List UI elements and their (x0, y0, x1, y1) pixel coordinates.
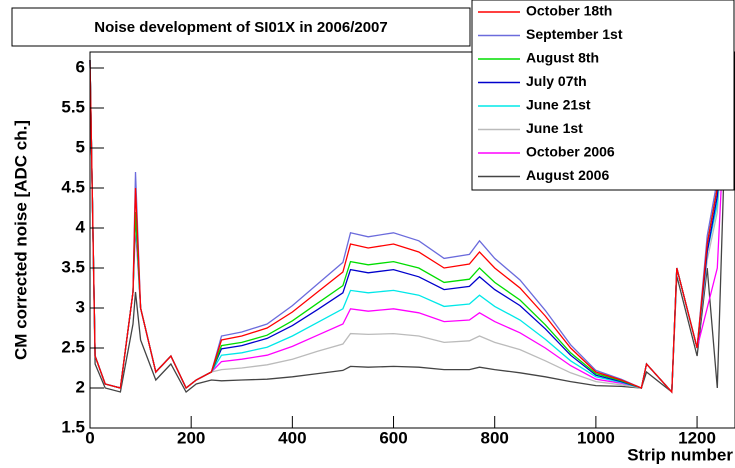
y-tick-label: 2.5 (61, 337, 85, 356)
legend-label: October 2006 (526, 144, 615, 160)
y-tick-label: 2 (76, 377, 85, 396)
legend: October 18th September 1st August 8th July … (471, 0, 735, 191)
legend-label: July 07th (526, 73, 587, 89)
y-tick-label: 3.5 (61, 257, 85, 276)
plot-lines (89, 59, 735, 394)
legend-label: August 8th (526, 50, 599, 66)
y-tick-label: 3 (76, 297, 85, 316)
x-tick-label: 1000 (577, 428, 615, 447)
x-axis-label: Strip number (627, 445, 733, 464)
y-tick-label: 1.5 (61, 417, 85, 436)
x-tick-label: 600 (379, 428, 407, 447)
legend-box (471, 0, 735, 191)
x-tick-label: 0 (85, 428, 94, 447)
x-tick-label: 800 (481, 428, 509, 447)
y-axis-label: CM corrected noise [ADC ch.] (11, 120, 30, 360)
x-tick-label: 400 (278, 428, 306, 447)
x-tick-label: 1200 (678, 428, 716, 447)
series-line (89, 59, 735, 394)
frame (89, 51, 735, 429)
y-tick-label: 5.5 (61, 97, 85, 116)
x-tick-label: 200 (177, 428, 205, 447)
title-box (11, 7, 471, 47)
legend-label: October 18th (526, 3, 612, 19)
y-tick-label: 6 (76, 57, 85, 76)
legend-label: September 1st (526, 26, 623, 42)
legend-label: August 2006 (526, 167, 609, 183)
legend-label: June 1st (526, 120, 583, 136)
y-tick-label: 5 (76, 137, 85, 156)
y-tick-label: 4.5 (61, 177, 85, 196)
y-tick-label: 4 (76, 217, 86, 236)
legend-label: June 21st (526, 97, 591, 113)
chart-title: Noise development of SI01X in 2006/2007 (94, 19, 387, 36)
series-line (89, 59, 735, 394)
